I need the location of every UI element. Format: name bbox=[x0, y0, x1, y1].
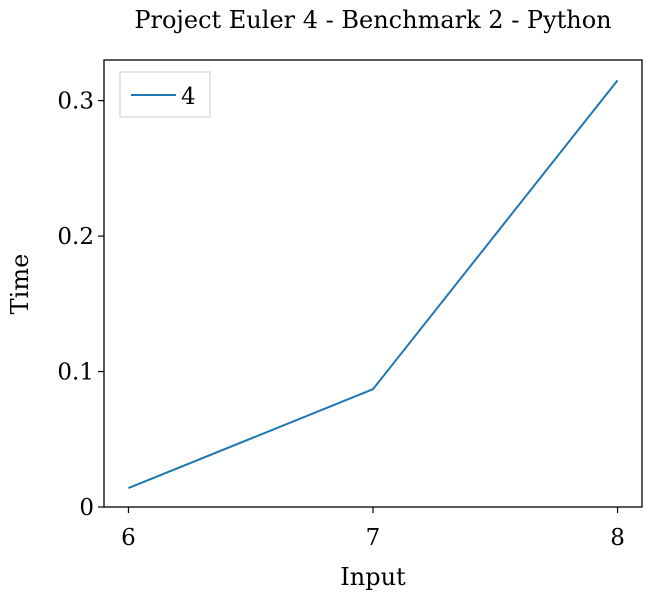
y-tick-label: 0 bbox=[79, 495, 94, 521]
x-tick-label: 8 bbox=[610, 525, 625, 551]
x-axis-label: Input bbox=[340, 563, 406, 591]
plot-area bbox=[103, 59, 643, 508]
x-tick-label: 6 bbox=[121, 525, 136, 551]
x-tick-label: 7 bbox=[366, 525, 381, 551]
axis-ticks: 6 7 8 0 0.1 0.2 0.3 bbox=[57, 89, 624, 551]
legend-label: 4 bbox=[181, 84, 196, 110]
chart-title: Project Euler 4 - Benchmark 2 - Python bbox=[134, 6, 611, 34]
y-tick-label: 0.2 bbox=[57, 224, 94, 250]
legend: 4 bbox=[119, 71, 211, 118]
y-tick-label: 0.1 bbox=[57, 360, 94, 386]
y-tick-label: 0.3 bbox=[57, 89, 94, 115]
series-line-4 bbox=[128, 79, 619, 489]
series-layer bbox=[128, 79, 619, 489]
y-axis-label: Time bbox=[6, 254, 34, 315]
